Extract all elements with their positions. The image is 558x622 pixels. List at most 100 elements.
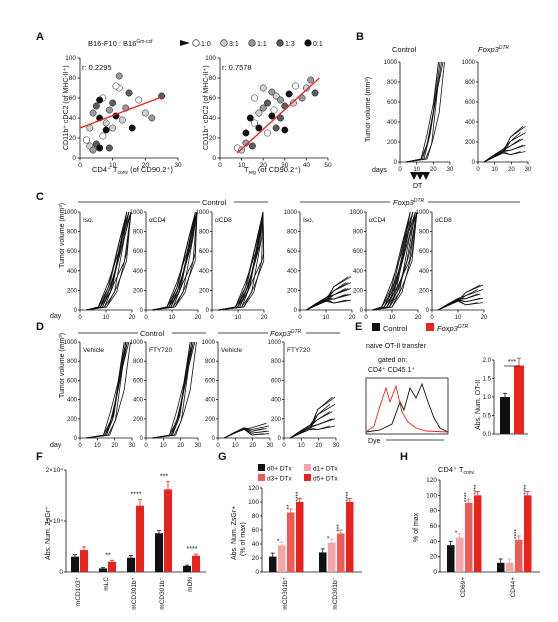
x-tick-label: 20 [195, 315, 202, 321]
d-subplot-1: 0 10 20 30 0 200 400 600 800 1000 FTY720 [130, 340, 202, 449]
y-tick-label: 200 [205, 417, 216, 423]
a-right-r: r: 0.7578 [222, 63, 252, 72]
a-legend-label: 3:1 [229, 41, 239, 48]
y-tick-label: 0.5 [483, 414, 492, 420]
scatter-point [242, 129, 250, 137]
x-tick-label: 10 [389, 315, 396, 321]
scatter-point [272, 124, 280, 132]
x-tick-label: 20 [129, 315, 136, 321]
scatter-point [141, 109, 149, 117]
y-tick-label: 40 [209, 115, 217, 122]
category-label: CD69+ [460, 577, 467, 598]
x-tick-label: 0 [210, 315, 214, 321]
b-dt-label: DT [413, 183, 423, 190]
c-subplot-label: αCD8 [215, 217, 232, 224]
y-tick-label: 100 [248, 499, 259, 506]
y-tick-label: 20 [252, 555, 260, 562]
grouped-bar [456, 537, 464, 572]
growth-curve [483, 138, 524, 163]
scatter-point [251, 94, 259, 102]
scatter-point [268, 88, 276, 96]
grouped-bar [269, 556, 277, 572]
x-tick-label: 0 [298, 315, 302, 321]
f-category-label: mDN [187, 577, 194, 592]
y-tick-label: 200 [67, 417, 78, 423]
y-tick-label: 60 [252, 527, 260, 534]
panel-letter-h: H [400, 451, 408, 463]
y-tick-label: 600 [199, 249, 210, 255]
grouped-bar [296, 502, 304, 572]
x-tick-label: 0 [218, 162, 222, 169]
significance-mark: **** [345, 491, 352, 502]
y-tick-label: 800 [133, 230, 144, 236]
growth-curve [483, 125, 524, 163]
x-tick-label: 10 [413, 167, 420, 173]
growth-curve [152, 211, 198, 311]
g-legend-swatch [304, 464, 311, 471]
f-bar [183, 565, 191, 572]
scatter-point [102, 119, 110, 127]
y-tick-label: 1.5 [483, 377, 492, 383]
y-tick-label: 0 [472, 160, 476, 166]
y-tick-label: 1×10⁴ [46, 518, 64, 525]
e-significance: *** [508, 359, 516, 366]
scatter-point [259, 104, 267, 112]
x-tick-label: 20 [261, 315, 268, 321]
grouped-bar [506, 562, 514, 572]
x-tick-label: 0 [144, 315, 148, 321]
panel-letter-d: D [36, 321, 44, 333]
f-bar [80, 550, 88, 572]
y-tick-label: 600 [387, 100, 398, 106]
y-tick-label: 20 [209, 135, 217, 142]
scatter-point [277, 96, 284, 104]
y-tick-label: 1000 [268, 340, 282, 346]
y-tick-label: 0 [360, 308, 364, 314]
a-legend-arrow-icon [180, 40, 190, 46]
y-tick-label: 800 [271, 359, 282, 365]
e-legend-foxp3: Foxp3DTR [437, 324, 469, 333]
f-bar [71, 556, 79, 572]
scatter-point [125, 89, 133, 97]
y-tick-label: 0 [433, 569, 437, 576]
y-tick-label: 0 [255, 569, 259, 576]
d-subplot-3: 0 10 20 30 0 200 400 600 800 1000 FTY720 [268, 340, 340, 449]
a-left-r: r: 0.2295 [82, 63, 112, 72]
y-tick-label: 1000 [384, 60, 398, 66]
y-tick-label: 200 [387, 140, 398, 146]
y-tick-label: 200 [465, 140, 476, 146]
a-right-xlabel: Treg (of CD90.2⁺) [244, 165, 301, 176]
y-tick-label: 100 [205, 55, 216, 62]
h-bar-chart: 020406080100120*********CD69+********CD4… [426, 477, 540, 597]
y-tick-label: 200 [67, 288, 78, 294]
g-legend-label: d3+ DTx [267, 476, 292, 483]
d-subplot-label: Vehicle [83, 347, 104, 354]
y-tick-label: 80 [69, 75, 77, 82]
significance-mark: ** [286, 504, 293, 510]
x-tick-label: 10 [455, 315, 462, 321]
g-bar-chart: 020406080100120*******mCD301b⁺********mC… [248, 485, 362, 610]
significance-mark: *** [336, 524, 343, 532]
c-subplot-label: αCD4 [149, 217, 166, 224]
y-tick-label: 400 [133, 398, 144, 404]
y-tick-label: 400 [387, 120, 398, 126]
panel-f: Abs. Num. ZsGr⁺ 0 1×10⁴ 2×10⁴ mCD103⁺ ** mLC *… [45, 467, 206, 610]
a-legend: 1:0 3:1 1:1 1:3 0:1 [192, 39, 323, 48]
x-tick-label: 0 [430, 315, 434, 321]
y-tick-label: 400 [419, 269, 430, 275]
grouped-bar [278, 545, 286, 572]
x-tick-label: 10 [160, 443, 167, 449]
growth-curve [224, 427, 270, 439]
f-bar [155, 533, 163, 572]
a-legend-label: 1:0 [201, 41, 211, 48]
y-tick-label: 600 [67, 378, 78, 384]
b-foxp3-title: Foxp3DTR [478, 45, 510, 54]
panel-d: Control Foxp3DTR Tumor volume (mm³) 0 10 2… [50, 329, 340, 449]
e-legend-control: Control [383, 324, 408, 333]
growth-curve [306, 282, 349, 311]
y-tick-label: 80 [430, 508, 438, 515]
y-tick-label: 400 [465, 120, 476, 126]
y-tick-label: 2.0 [483, 358, 492, 364]
scatter-point [109, 124, 117, 132]
